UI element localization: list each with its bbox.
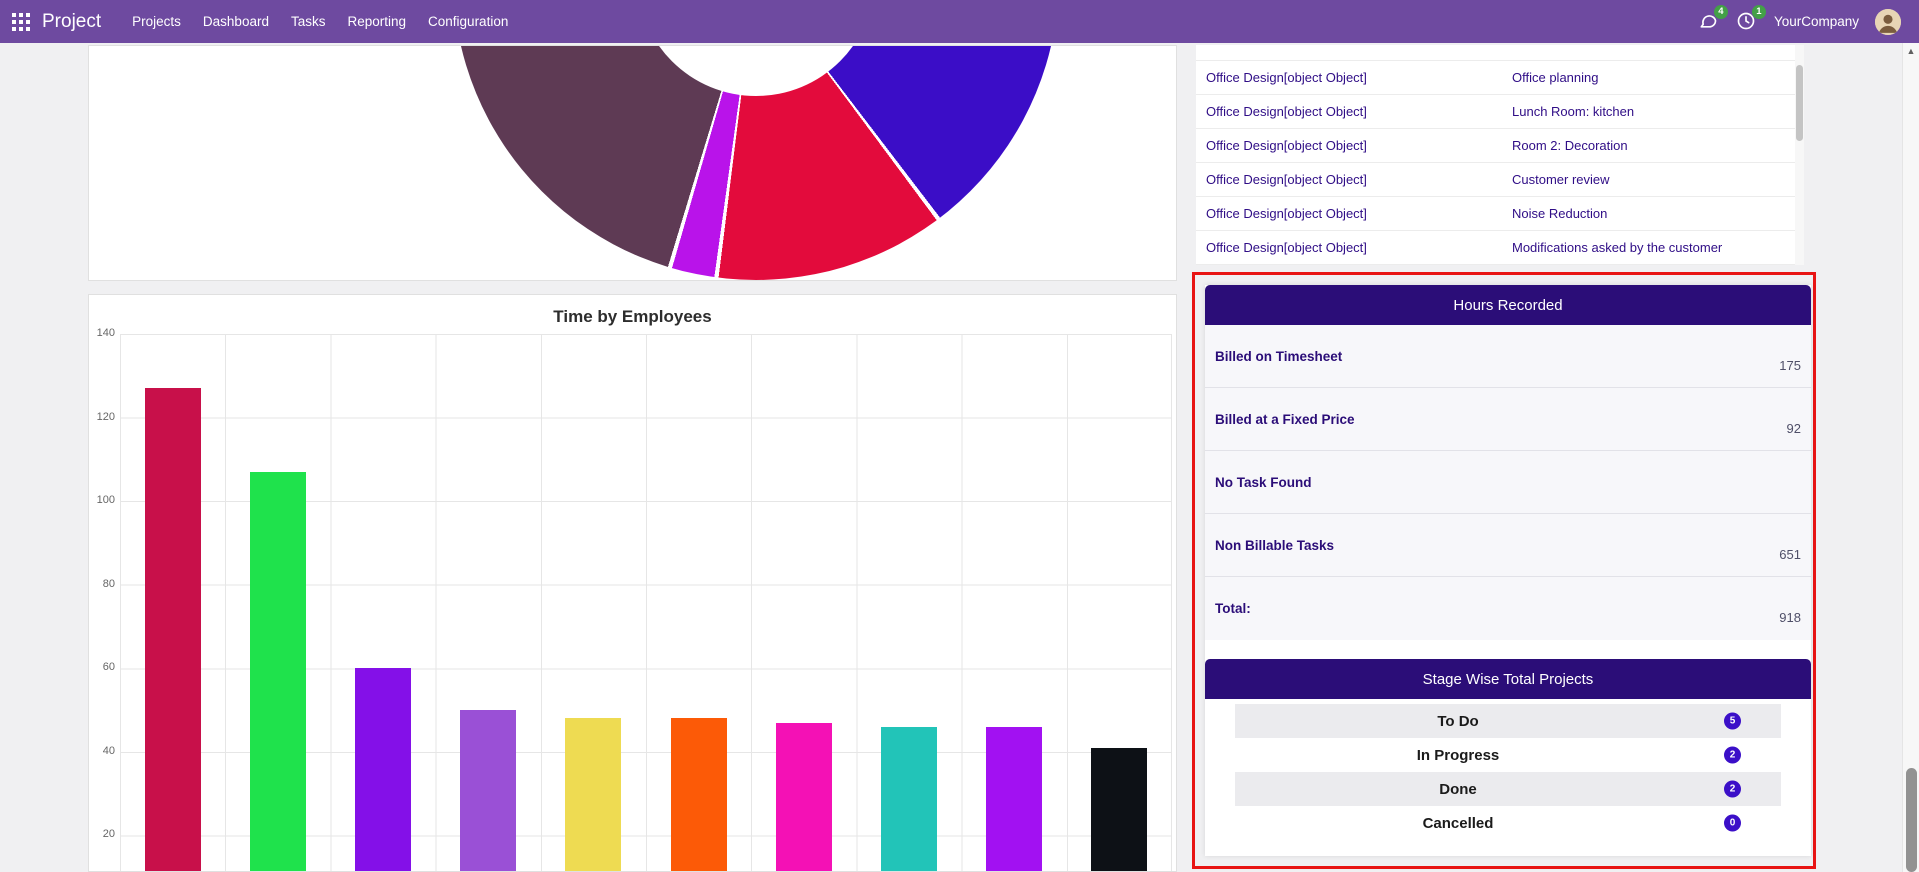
table-row-partial [1196,45,1795,61]
clock-icon [1737,12,1755,29]
project-link[interactable]: Office Design[object Object] [1206,104,1367,119]
hours-recorded-list: Billed on Timesheet 175 Billed at a Fixe… [1205,325,1811,640]
table-row[interactable]: Office Design[object Object] Room 2: Dec… [1196,129,1795,163]
project-link[interactable]: Office Design[object Object] [1206,206,1367,221]
hours-row-value: 918 [1779,610,1801,625]
bar-series-3 [460,710,517,871]
dashboard-side-card: Hours Recorded Billed on Timesheet 175 B… [1205,285,1811,856]
stage-label: To Do [1437,712,1479,730]
stage-count-badge: 5 [1724,712,1741,730]
y-axis-tick-label: 20 [102,828,115,841]
project-link[interactable]: Office Design[object Object] [1206,70,1367,85]
nav-item-tasks[interactable]: Tasks [290,14,326,29]
table-row[interactable]: Office Design[object Object] Modificatio… [1196,231,1795,265]
chat-bubble-icon [1700,14,1717,28]
apps-grid-icon[interactable] [12,12,30,31]
stage-row: To Do 5 [1235,704,1781,738]
bar-series-1 [249,471,306,871]
page-scrollbar[interactable]: ▲ [1902,43,1919,872]
hours-recorded-header: Hours Recorded [1205,285,1811,325]
table-row[interactable]: Office Design[object Object] Customer re… [1196,163,1795,197]
time-by-employees-chart-panel: Time by Employees 20 40 60 80 100 120 140 [88,294,1177,872]
project-tasks-table: Office Design[object Object] Office plan… [1196,45,1795,265]
avatar-image [1875,8,1901,35]
stage-wise-projects-list: To Do 5 In Progress 2 Done 2 Cancelled 0 [1205,699,1811,840]
hours-row: Billed at a Fixed Price 92 [1205,388,1811,451]
bar-series-4 [565,718,622,871]
app-name[interactable]: Project [42,10,102,32]
top-navbar: Project Projects Dashboard Tasks Reporti… [0,0,1919,43]
hours-row: Total: 918 [1205,577,1811,640]
hours-row-value: 651 [1779,546,1801,562]
y-axis-tick-label: 100 [96,494,115,507]
hours-row-label: Non Billable Tasks [1215,537,1335,553]
y-axis-tick-label: 140 [96,327,115,339]
company-menu[interactable]: YourCompany [1773,14,1859,29]
stage-label: In Progress [1416,746,1500,764]
nav-item-reporting[interactable]: Reporting [347,14,407,29]
stage-count-badge: 2 [1724,746,1741,764]
bar-series-8 [986,726,1043,871]
nav-item-dashboard[interactable]: Dashboard [202,14,269,29]
bar-plot-area [120,334,1172,871]
table-row[interactable]: Office Design[object Object] Noise Reduc… [1196,197,1795,231]
bar-series-6 [775,722,832,871]
user-avatar[interactable] [1875,8,1901,35]
hours-row-value: 92 [1786,420,1801,436]
nav-item-projects[interactable]: Projects [132,14,181,29]
hours-row: No Task Found [1205,451,1811,514]
project-link[interactable]: Office Design[object Object] [1206,240,1367,255]
stage-wise-projects-header: Stage Wise Total Projects [1205,659,1811,699]
messages-count-badge: 4 [1713,4,1728,19]
stage-count-badge: 0 [1724,814,1741,832]
task-link[interactable]: Noise Reduction [1512,206,1608,221]
y-axis-tick-label: 60 [102,661,115,674]
stage-row: Cancelled 0 [1235,806,1781,840]
y-axis-tick-label: 40 [102,744,115,757]
stage-row: In Progress 2 [1235,738,1781,772]
scroll-up-arrow-icon[interactable]: ▲ [1906,46,1916,56]
project-link[interactable]: Office Design[object Object] [1206,172,1367,187]
bar-series-9 [1091,747,1148,871]
bar-chart-title: Time by Employees [553,307,712,326]
bar-series-2 [355,668,411,871]
table-scrollbar-thumb[interactable] [1796,65,1803,141]
card-spacer [1205,640,1811,659]
bar-series-5 [670,718,727,871]
task-link[interactable]: Customer review [1512,172,1610,187]
table-scrollbar[interactable] [1795,45,1804,265]
activities-menu[interactable]: 1 [1736,4,1766,33]
task-link[interactable]: Room 2: Decoration [1512,138,1628,153]
hours-row-value: 175 [1779,357,1801,373]
project-donut-chart-panel [88,45,1177,281]
activities-count-badge: 1 [1751,4,1766,19]
task-link[interactable]: Modifications asked by the customer [1512,240,1723,255]
hours-row: Billed on Timesheet 175 [1205,325,1811,388]
nav-item-configuration[interactable]: Configuration [428,14,509,29]
y-axis-tick-label: 80 [102,577,115,590]
stage-row: Done 2 [1235,772,1781,806]
stage-count-badge: 2 [1724,780,1741,798]
bar-series-7 [881,726,937,871]
annotation-highlight-box: Hours Recorded Billed on Timesheet 175 B… [1192,272,1816,869]
hours-row: Non Billable Tasks 651 [1205,514,1811,577]
table-row[interactable]: Office Design[object Object] Office plan… [1196,61,1795,95]
task-link[interactable]: Lunch Room: kitchen [1512,104,1635,119]
hours-row-label: Billed at a Fixed Price [1215,411,1355,427]
table-row[interactable]: Office Design[object Object] Lunch Room:… [1196,95,1795,129]
hours-row-label: Billed on Timesheet [1215,348,1343,364]
messages-menu[interactable]: 4 [1698,4,1728,33]
hours-row-label: Total: [1215,601,1251,616]
project-link[interactable]: Office Design[object Object] [1206,138,1367,153]
bar-series-0 [144,388,201,871]
stage-label: Done [1439,780,1477,798]
page-scrollbar-thumb[interactable] [1906,768,1917,872]
hours-row-label: No Task Found [1215,474,1312,490]
y-axis-tick-label: 120 [96,410,115,423]
stage-label: Cancelled [1422,814,1494,832]
task-link[interactable]: Office planning [1512,70,1599,85]
